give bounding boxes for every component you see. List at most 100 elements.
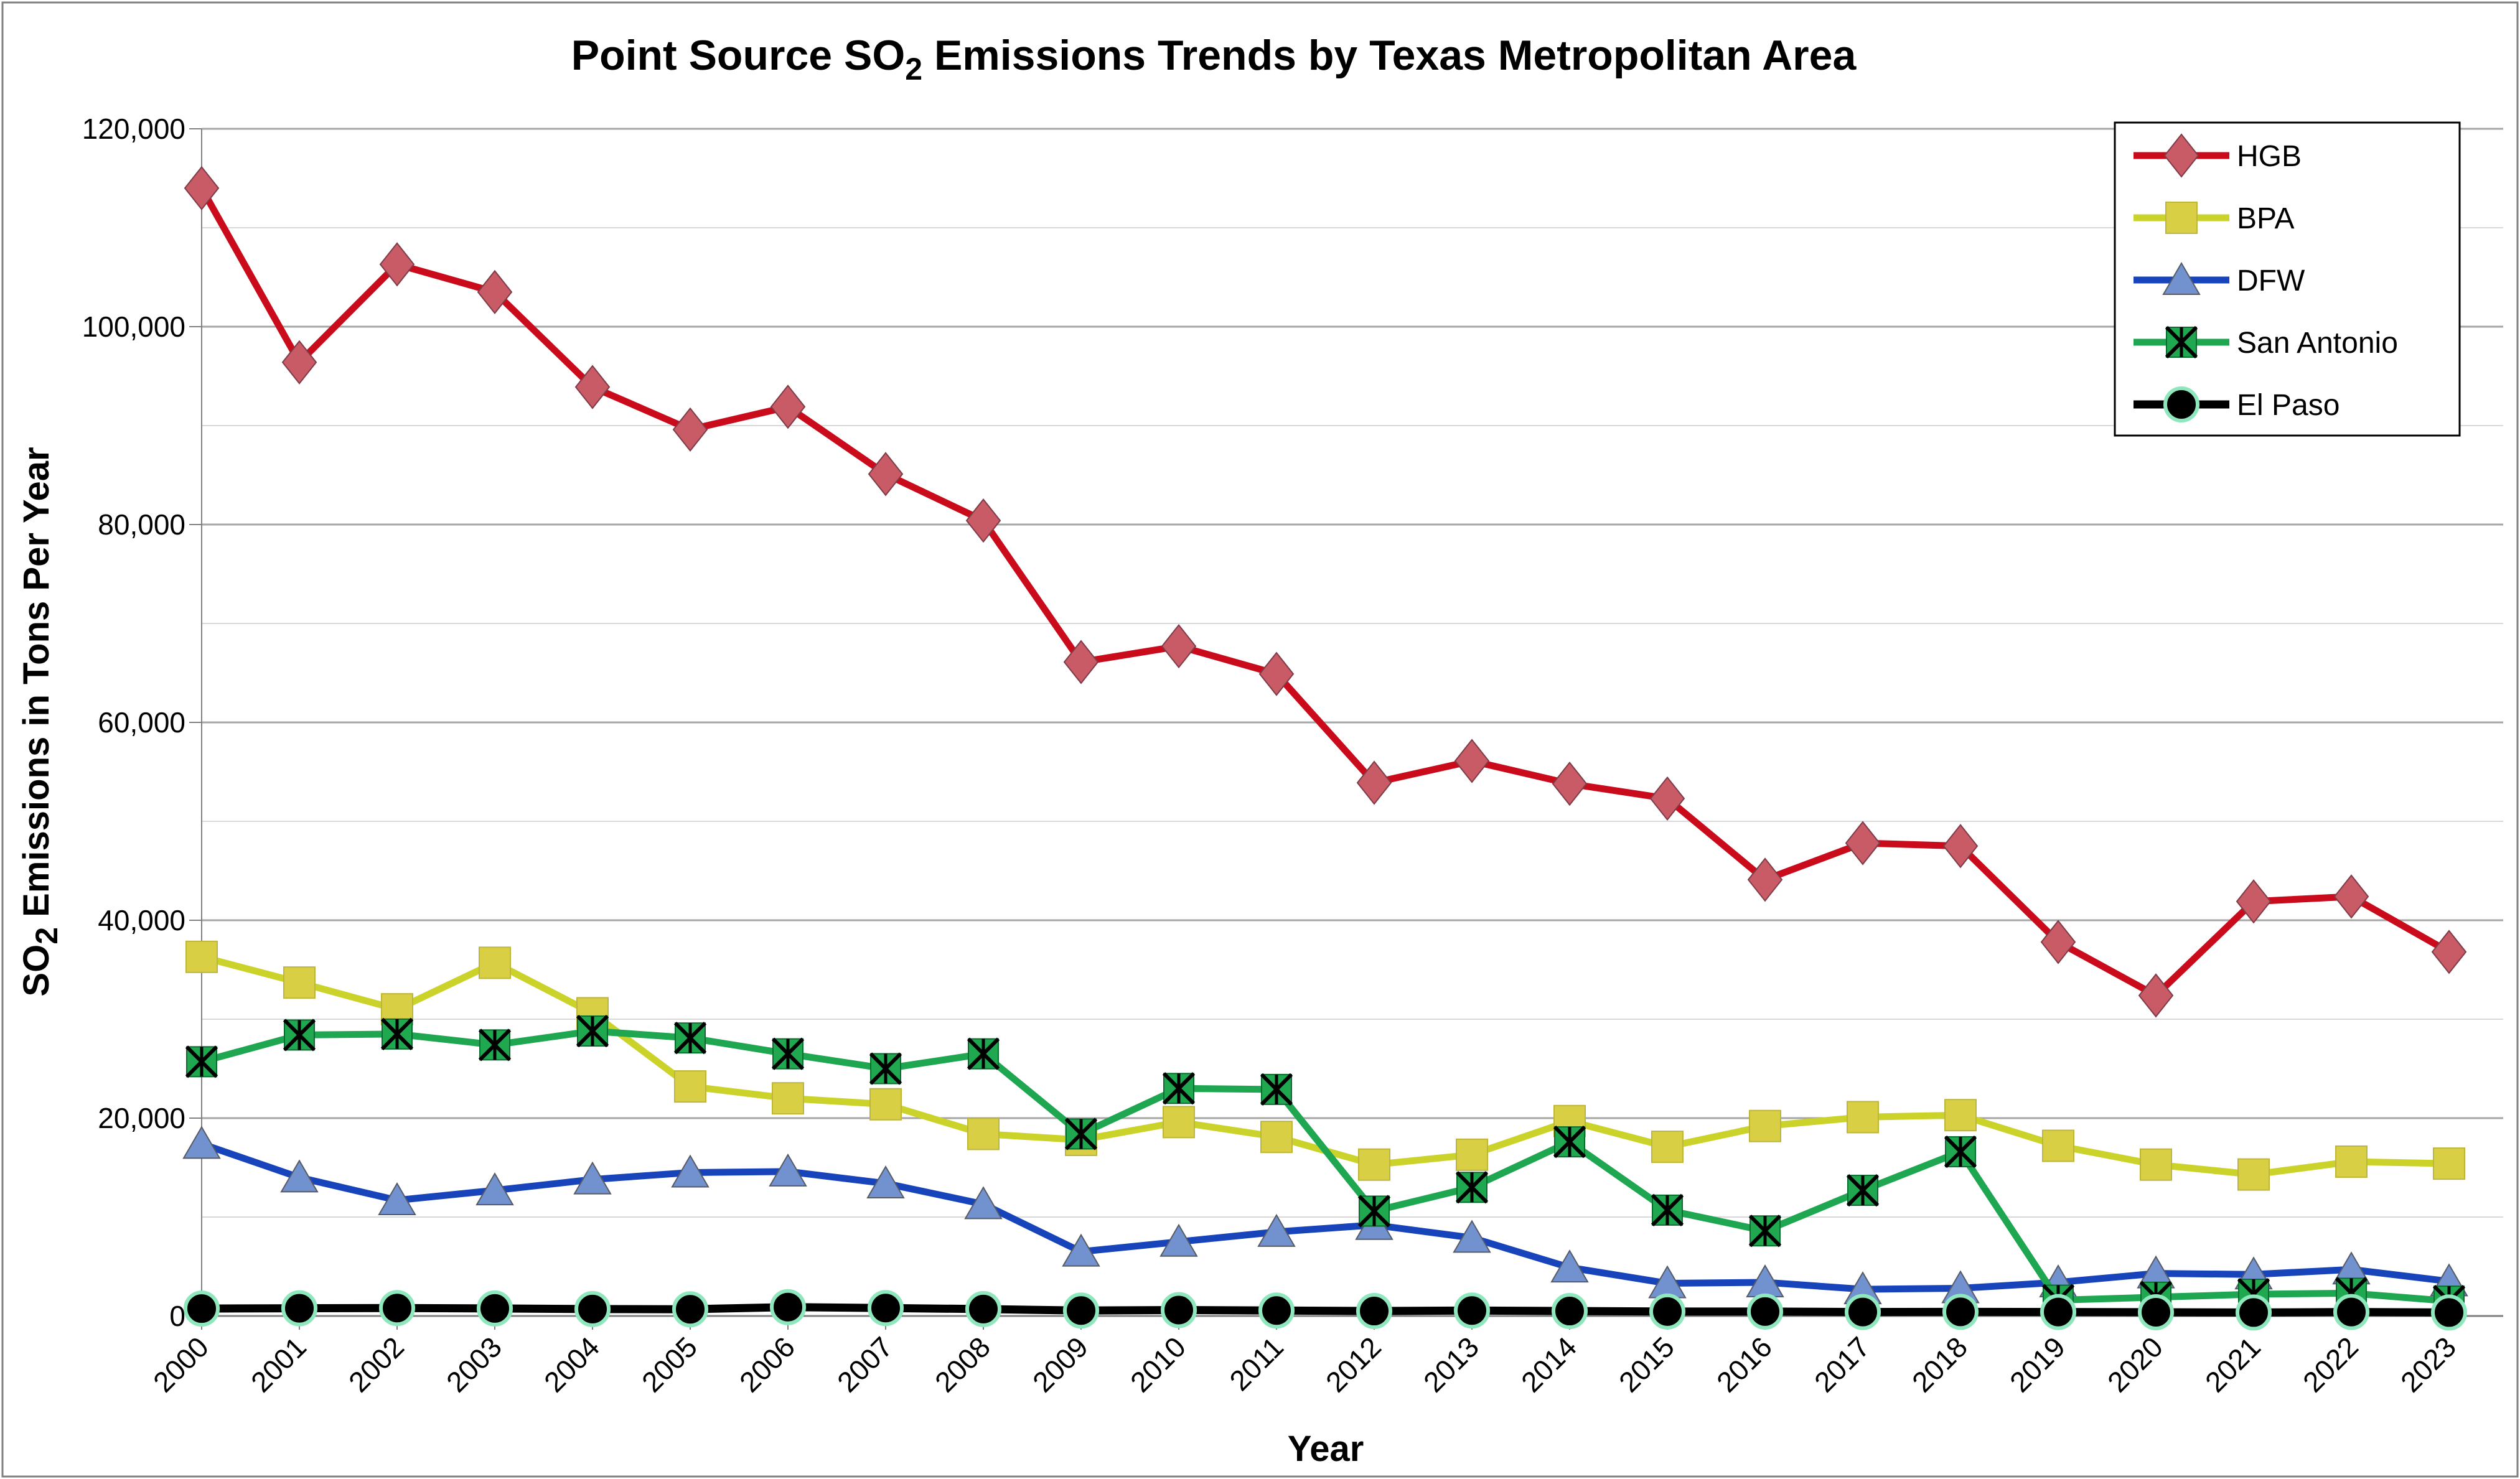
marker-hgb [2163,133,2199,178]
marker-san-antonio [869,1052,902,1085]
marker-dfw [1159,1223,1198,1257]
series-line-dfw [198,1140,2453,1293]
marker-dfw [1257,1213,1296,1247]
marker-san-antonio [1651,1193,1684,1226]
marker-el-paso [672,1291,708,1328]
marker-san-antonio [185,1045,218,1078]
series-san-antonio [185,1014,2466,1318]
marker-hgb [574,365,611,409]
marker-el-paso [1454,1292,1490,1329]
marker-bpa [1944,1099,1977,1132]
x-axis-title: Year [1288,1429,1364,1469]
marker-san-antonio [673,1022,707,1055]
marker-el-paso [2138,1294,2174,1330]
marker-bpa [967,1117,1000,1150]
y-tick-label-0: 0 [169,1300,185,1332]
marker-hgb [1649,776,1685,821]
marker-san-antonio [967,1037,1000,1070]
marker-hgb [1747,857,1783,902]
marker-san-antonio [1944,1135,1977,1169]
y-tick-label-40,000: 40,000 [98,904,185,936]
marker-dfw [769,1153,807,1187]
marker-san-antonio [1455,1171,1489,1204]
marker-el-paso [1747,1293,1783,1330]
marker-el-paso [2431,1294,2467,1331]
marker-hgb [379,242,415,287]
marker-hgb [281,340,317,385]
marker-el-paso [2236,1294,2272,1331]
marker-dfw [573,1161,612,1195]
marker-dfw [1453,1220,1491,1253]
marker-bpa [2433,1147,2465,1180]
marker-san-antonio [283,1019,316,1052]
marker-san-antonio [1748,1215,1782,1248]
marker-el-paso [1649,1293,1685,1330]
marker-hgb [477,269,513,314]
marker-el-paso [868,1290,904,1327]
marker-hgb [1942,824,1979,869]
marker-hgb [965,498,1001,543]
marker-hgb [1063,640,1099,684]
marker-hgb [770,385,806,429]
marker-hgb [1161,623,1197,669]
series-dfw [182,1126,2468,1305]
y-axis-title: SO2 Emissions in Tons Per Year [16,447,64,996]
legend-item-san-antonio: San Antonio [2134,325,2398,360]
marker-bpa [869,1088,902,1121]
marker-el-paso [1063,1292,1099,1329]
y-tick-label-60,000: 60,000 [98,706,185,739]
marker-dfw [964,1186,1003,1220]
marker-hgb [2236,879,2272,924]
marker-bpa [1163,1106,1195,1139]
marker-san-antonio [1064,1117,1098,1150]
marker-san-antonio [771,1037,805,1070]
marker-hgb [184,166,220,211]
plot-series [182,166,2468,1331]
marker-el-paso [1258,1292,1295,1329]
marker-dfw [866,1165,905,1198]
marker-hgb [2431,930,2467,974]
marker-el-paso [1356,1293,1392,1330]
marker-el-paso [1552,1293,1588,1330]
marker-bpa [2237,1158,2270,1191]
legend-item-hgb: HGB [2134,133,2302,178]
marker-hgb [1552,761,1588,806]
marker-el-paso [477,1290,513,1327]
legend-label-bpa: BPA [2237,202,2294,235]
marker-dfw [2162,262,2201,295]
y-tick-label-80,000: 80,000 [98,508,185,541]
legend-item-bpa: BPA [2134,202,2294,235]
marker-san-antonio [2165,325,2198,359]
marker-el-paso [281,1290,317,1327]
marker-bpa [1651,1131,1684,1164]
marker-hgb [1845,821,1881,865]
marker-el-paso [2040,1294,2076,1330]
marker-san-antonio [1162,1072,1196,1105]
series-hgb [184,166,2467,1018]
marker-san-antonio [478,1029,512,1061]
legend-item-dfw: DFW [2134,262,2305,297]
marker-bpa [674,1070,706,1103]
marker-el-paso [1942,1294,1979,1330]
marker-bpa [479,946,511,979]
marker-bpa [283,966,316,999]
marker-bpa [2140,1148,2172,1181]
marker-san-antonio [1260,1073,1293,1106]
marker-dfw [475,1172,514,1206]
marker-hgb [1356,760,1392,805]
marker-bpa [1456,1138,1488,1171]
marker-san-antonio [1357,1195,1391,1228]
marker-bpa [1749,1109,1781,1142]
chart-title: Point Source SO2 Emissions Trends by Tex… [571,32,1857,86]
y-tick-label-100,000: 100,000 [82,310,185,343]
marker-hgb [2138,973,2174,1018]
marker-hgb [1454,739,1490,783]
marker-dfw [671,1154,710,1188]
marker-dfw [280,1159,319,1193]
marker-san-antonio [576,1014,609,1048]
marker-bpa [1358,1148,1390,1181]
series-line-san-antonio [198,1027,2453,1305]
marker-el-paso [184,1290,220,1327]
